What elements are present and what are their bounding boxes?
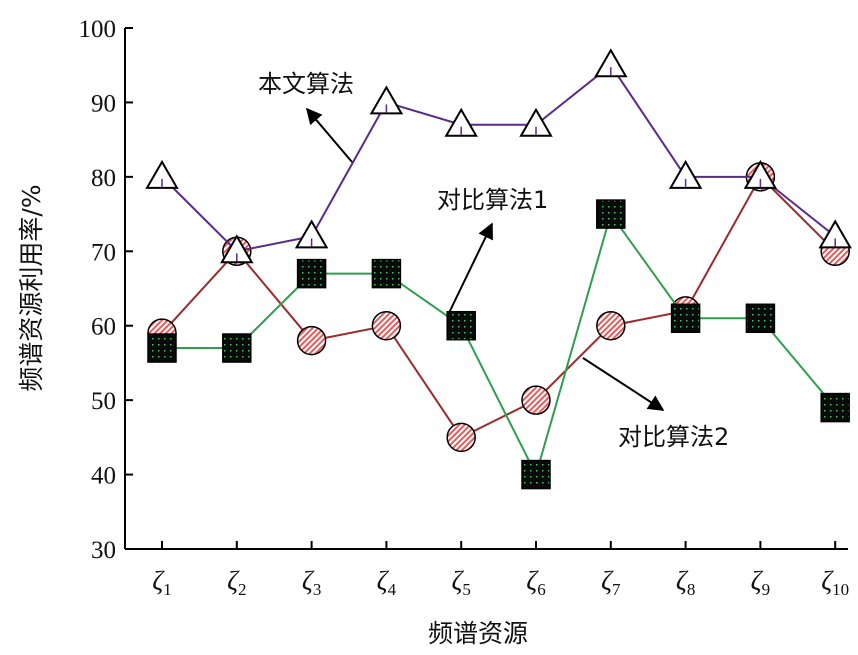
data-point-square [745,303,776,334]
y-tick-label: 80 [91,165,116,192]
data-point-square [820,392,850,423]
x-tick-symbol: ζ [751,566,764,596]
data-point-triangle [594,48,628,78]
x-tick-subscript: 1 [163,580,172,599]
x-tick-subscript: 6 [537,580,546,599]
x-tick-label: ζ10 [821,566,849,599]
series-line [162,211,836,478]
y-axis-ticks: 30 40 50 60 70 80 90 100 [79,16,133,564]
y-tick-label: 100 [79,16,117,43]
annotation-series-2: 对比算法1 [437,186,548,318]
x-tick-symbol: ζ [302,566,315,596]
x-tick-label: ζ6 [526,566,545,599]
series-1 [145,48,852,264]
data-point-square [521,459,551,490]
y-axis-title: 频谱资源利用率/% [17,184,46,391]
y-tick-label: 40 [91,463,116,490]
annotation-series-3: 对比算法2 [582,357,729,451]
annotation-arrow-series-1 [305,107,353,163]
x-tick-label: ζ1 [152,566,171,599]
data-point-triangle [294,219,329,249]
data-point-triangle [743,159,778,189]
x-tick-symbol: ζ [377,566,390,596]
data-point-triangle [519,107,553,137]
data-point-circle [371,310,402,341]
x-tick-symbol: ζ [601,566,614,596]
series-2 [147,199,850,490]
y-tick-label: 60 [91,314,116,341]
data-point-triangle [369,85,404,115]
y-tick-label: 90 [91,90,116,117]
x-tick-symbol: ζ [451,566,464,596]
annotation-arrow-series-2 [446,222,493,318]
annotation-series-1: 本文算法 [258,70,354,163]
data-point-square [222,333,252,363]
x-tick-label: ζ4 [377,566,397,599]
x-tick-subscript: 9 [762,580,771,599]
x-tick-symbol: ζ [676,566,689,596]
x-tick-label: ζ8 [676,566,695,599]
data-point-square [596,199,626,229]
x-tick-subscript: 7 [612,580,621,599]
data-point-square [371,258,402,289]
x-tick-subscript: 5 [462,580,471,599]
data-point-square [446,310,476,341]
data-point-triangle [444,107,478,137]
data-point-triangle [145,159,179,189]
data-point-circle [596,310,626,341]
x-tick-label: ζ2 [227,566,246,599]
x-tick-label: ζ5 [451,566,470,599]
plot-axes [124,28,848,550]
data-point-square [670,303,701,334]
series-line [161,63,836,253]
annotation-label-series-3: 对比算法2 [618,423,729,451]
x-tick-label: ζ9 [751,566,770,599]
series-line [161,175,836,439]
x-tick-subscript: 2 [238,580,247,599]
data-point-circle [446,422,476,453]
x-tick-subscript: 4 [388,580,397,599]
series-layer [145,48,852,490]
y-tick-label: 30 [91,537,116,564]
annotation-arrow-series-3 [582,357,665,411]
data-point-square [147,333,177,363]
x-axis-title: 频谱资源 [428,619,528,648]
x-tick-label: ζ7 [601,566,621,599]
x-tick-subscript: 10 [832,580,849,599]
x-tick-symbol: ζ [526,566,539,596]
data-point-triangle [668,159,703,189]
data-point-circle [296,325,327,356]
x-tick-symbol: ζ [821,566,834,596]
annotation-label-series-2: 对比算法1 [437,186,548,214]
x-tick-subscript: 8 [687,580,696,599]
y-tick-label: 50 [91,388,116,415]
y-tick-label: 70 [91,239,116,266]
x-axis-ticks: ζ1 ζ2 ζ3 ζ4 ζ5 ζ6 ζ7 ζ8 ζ9 ζ10 [152,541,849,599]
x-tick-subscript: 3 [313,580,322,599]
data-point-circle [521,385,551,415]
data-point-triangle [220,234,254,264]
data-point-square [296,258,327,289]
x-tick-symbol: ζ [227,566,240,596]
x-tick-symbol: ζ [152,566,165,596]
annotation-label-series-1: 本文算法 [258,70,354,98]
x-tick-label: ζ3 [302,566,321,599]
data-point-triangle [818,219,852,249]
